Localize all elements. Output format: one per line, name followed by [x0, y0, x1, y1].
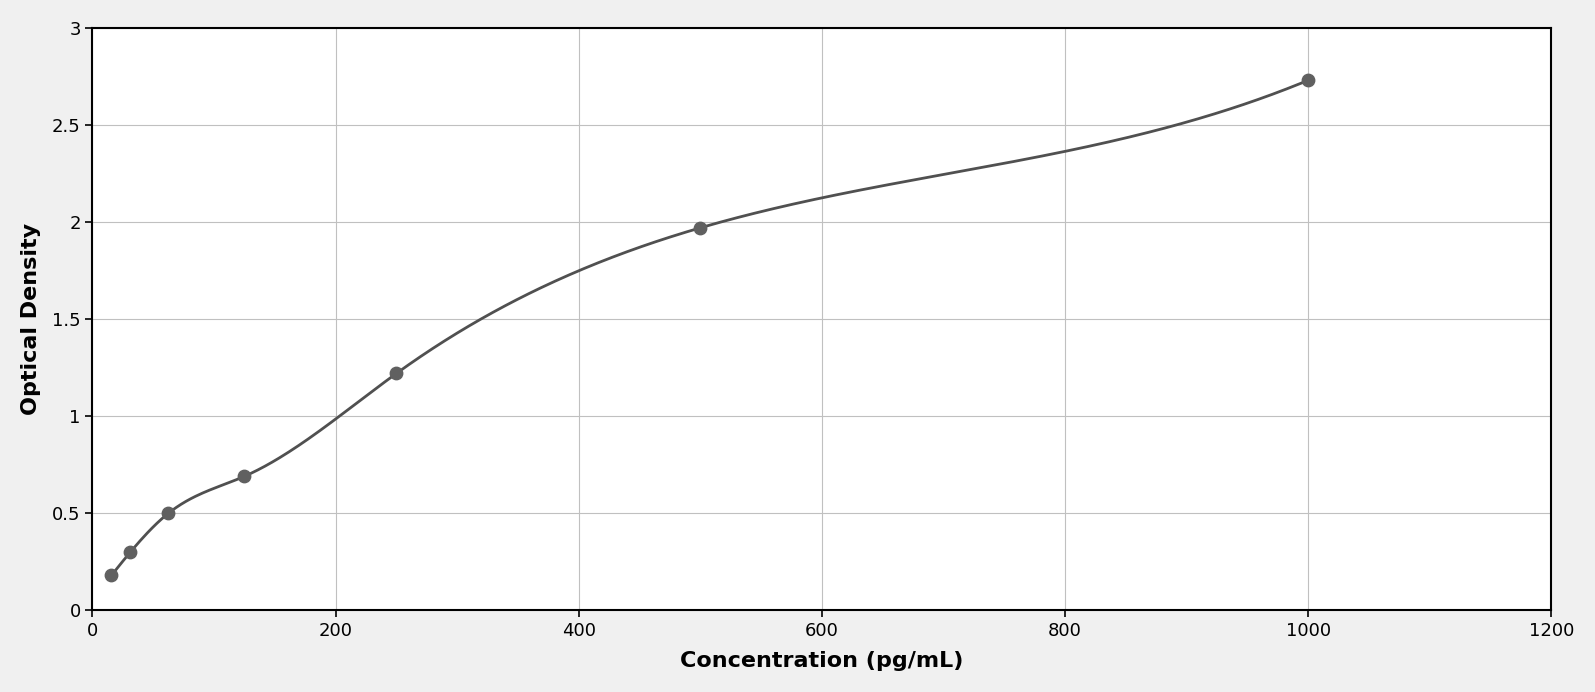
Point [687, 222, 713, 233]
Point [156, 508, 182, 519]
Point [1295, 75, 1321, 86]
Point [99, 570, 124, 581]
Point [231, 471, 257, 482]
X-axis label: Concentration (pg/mL): Concentration (pg/mL) [681, 651, 963, 671]
Point [118, 547, 144, 558]
Y-axis label: Optical Density: Optical Density [21, 223, 41, 415]
Point [384, 368, 410, 379]
